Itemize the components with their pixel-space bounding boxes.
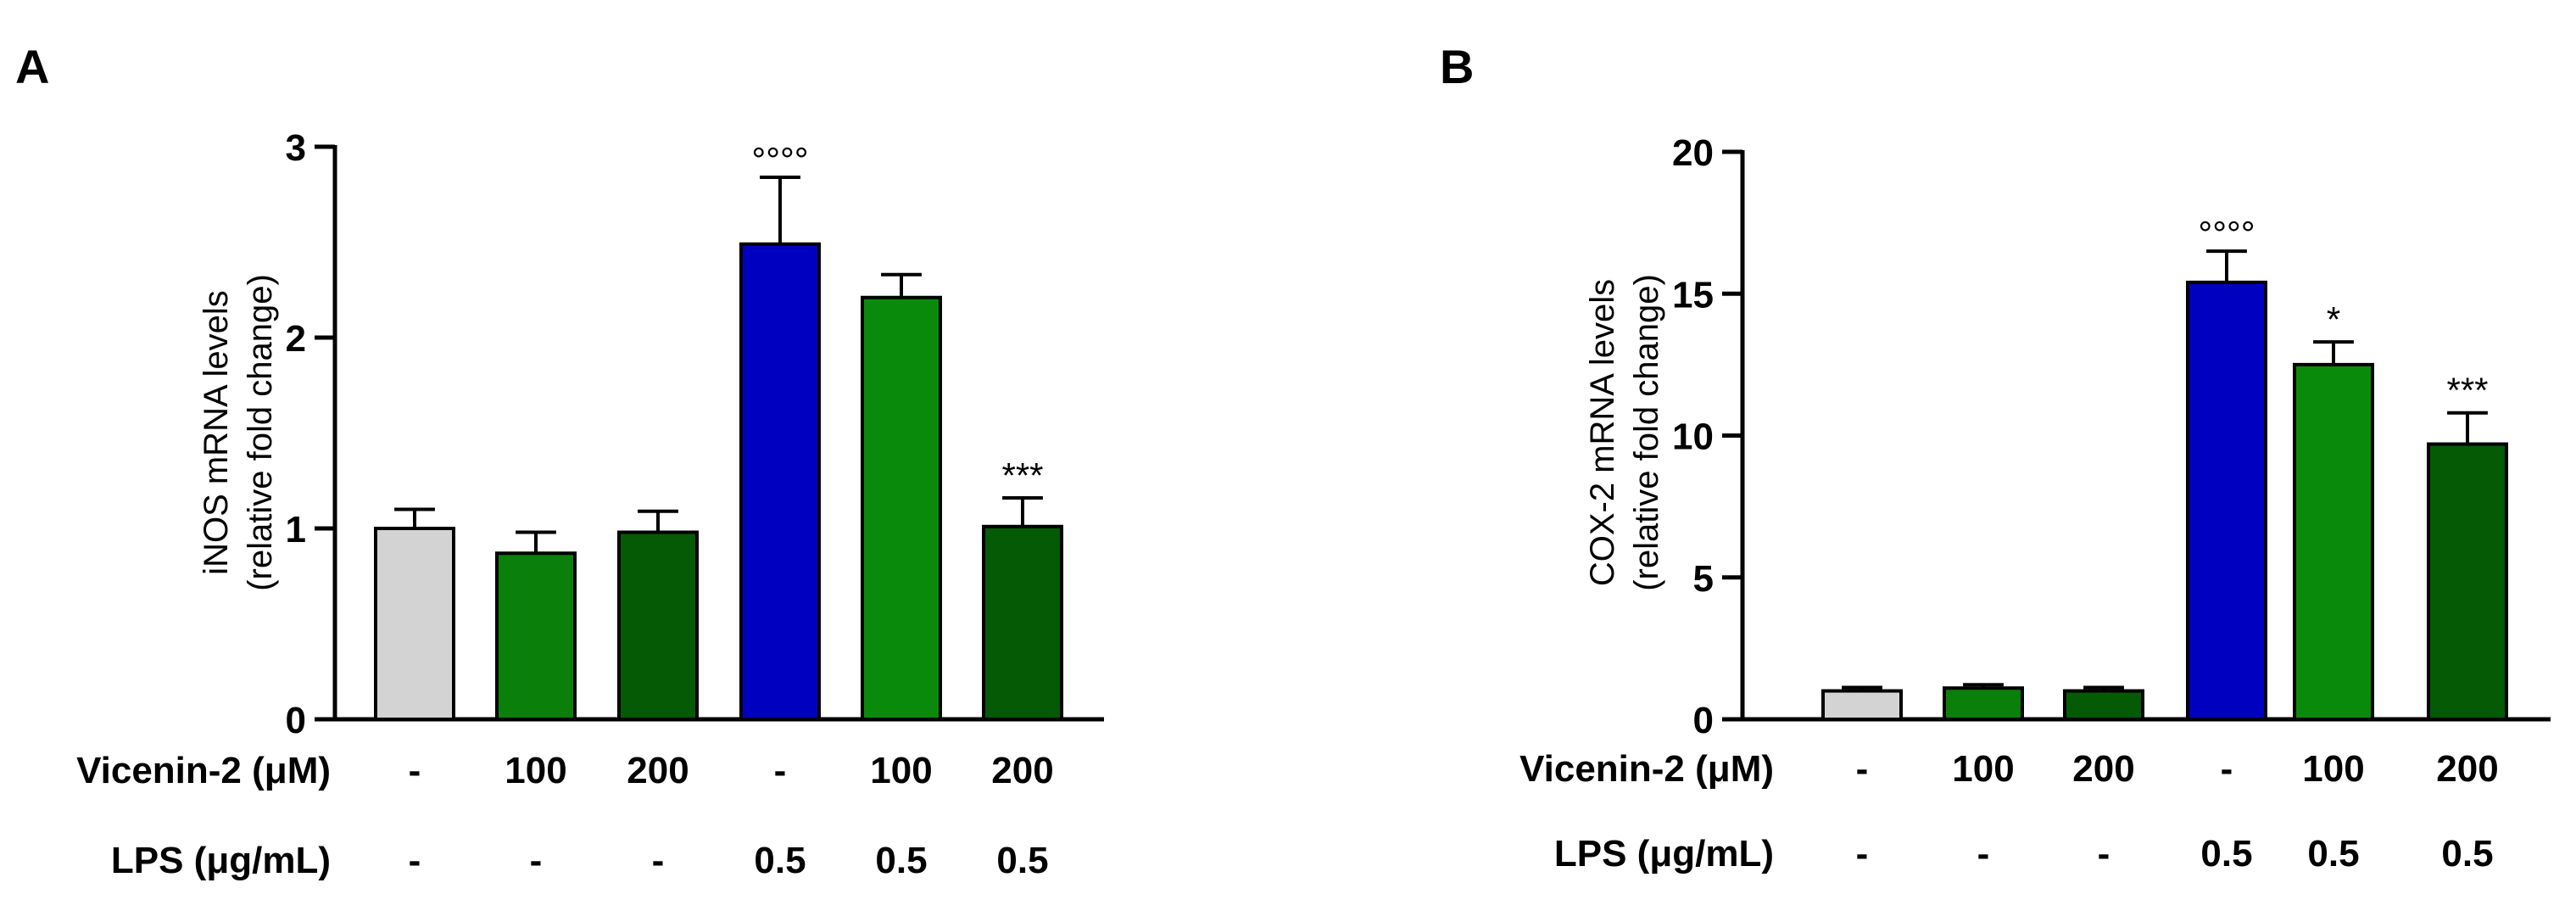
significance-marker: *** <box>2446 371 2488 411</box>
vicenin-value: 100 <box>870 750 932 791</box>
y-axis-title-line2: (relative fold change) <box>1628 274 1665 591</box>
bar <box>374 527 455 721</box>
vicenin-value: 200 <box>2072 748 2134 790</box>
bar <box>861 295 942 721</box>
y-tick-label: 0 <box>1693 700 1714 741</box>
panel-label-b: B <box>1440 40 1474 93</box>
y-tick-label: 2 <box>286 318 306 360</box>
vicenin-value: - <box>774 750 787 791</box>
significance-marker: °°°° <box>751 140 808 180</box>
bar <box>2293 362 2374 721</box>
vicenin-value: 200 <box>627 750 689 791</box>
lps-value: 0.5 <box>754 840 806 881</box>
y-tick-label: 1 <box>286 509 306 550</box>
y-axis-title-line2: (relative fold change) <box>242 274 279 591</box>
lps-value: 0.5 <box>2200 833 2252 875</box>
significance-marker: *** <box>1001 455 1043 495</box>
y-tick-label: 15 <box>1672 274 1714 316</box>
panel-a: A 0 1 2 3 iNOS mRNA levels (relative fold cha… <box>15 40 1104 881</box>
lps-value: - <box>2098 833 2110 875</box>
vicenin-value: 200 <box>991 750 1053 791</box>
lps-value: - <box>1856 833 1869 875</box>
lps-value: 0.5 <box>2441 833 2493 875</box>
lps-value: 0.5 <box>875 840 927 881</box>
significance-marker: °°°° <box>2198 214 2255 254</box>
lps-value: - <box>652 840 665 881</box>
vicenin-value: 100 <box>505 750 566 791</box>
vicenin-value: - <box>1856 748 1869 790</box>
vicenin-value: 200 <box>2436 748 2498 790</box>
lps-value: 0.5 <box>2307 833 2359 875</box>
y-tick-label: 3 <box>286 127 306 169</box>
vicenin-value: 100 <box>2302 748 2364 790</box>
bar <box>2427 442 2508 721</box>
bar <box>495 551 577 721</box>
row-label-vicenin: Vicenin-2 (μM) <box>76 750 331 791</box>
row-label-lps: LPS (μg/mL) <box>1554 833 1774 875</box>
y-tick-label: 0 <box>286 700 306 741</box>
lps-value: - <box>1977 833 1990 875</box>
lps-value: - <box>409 840 421 881</box>
bar <box>1821 689 1903 721</box>
bar <box>2063 689 2144 721</box>
lps-value: - <box>530 840 543 881</box>
y-tick-label: 10 <box>1672 416 1714 458</box>
vicenin-value: 100 <box>1952 748 2014 790</box>
bar <box>617 530 699 721</box>
panel-b: B 0 5 10 15 20 COX-2 mRNA levels (relative fol… <box>1440 40 2551 875</box>
row-label-lps: LPS (μg/mL) <box>111 840 331 881</box>
panel-label-a: A <box>15 40 49 93</box>
bar <box>1943 686 2024 722</box>
bar <box>739 242 821 721</box>
significance-marker: * <box>2327 299 2340 339</box>
y-tick-label: 20 <box>1672 132 1714 174</box>
bar <box>982 524 1063 721</box>
bar <box>2186 280 2267 721</box>
y-axis-title-line1: iNOS mRNA levels <box>198 290 235 575</box>
vicenin-value: - <box>2221 748 2233 790</box>
lps-value: 0.5 <box>996 840 1048 881</box>
y-axis-title-line1: COX-2 mRNA levels <box>1584 279 1621 586</box>
row-label-vicenin: Vicenin-2 (μM) <box>1519 748 1774 790</box>
y-tick-label: 5 <box>1693 558 1714 600</box>
vicenin-value: - <box>409 750 421 791</box>
